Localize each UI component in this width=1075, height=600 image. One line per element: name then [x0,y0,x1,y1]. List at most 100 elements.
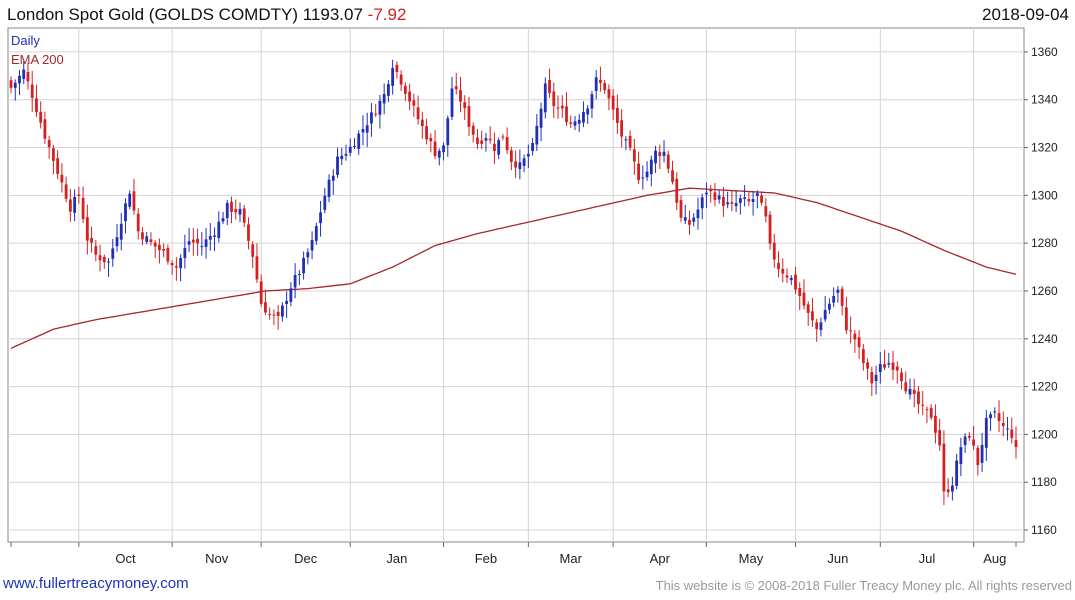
candle-body [840,288,844,306]
candle-body [18,75,21,84]
candle-body [628,135,632,148]
candle-body [442,145,445,153]
candle-body [535,125,539,145]
candle-body [433,141,437,157]
candle-body [620,120,624,137]
candle-body [1001,423,1005,427]
candle-body [9,80,13,88]
candle-body [874,374,878,381]
candle-body [662,151,666,156]
candle-body [174,266,178,268]
candle-body [577,119,581,124]
candle-body [861,349,865,364]
candle-body [934,415,937,433]
x-tick-label: Oct [115,551,136,566]
candle-body [319,212,322,224]
candle-body [476,137,479,144]
candle-body [844,307,848,331]
candle-body [459,90,462,102]
candle-body [611,95,615,110]
candle-body [700,197,704,209]
candle-body [556,107,560,109]
candle-body [43,119,47,139]
candle-body [509,150,513,162]
candle-body [353,145,356,147]
candle-body [582,112,585,123]
candle-body [645,171,649,178]
candle-body [900,372,903,382]
footer-copyright: This website is © 2008-2018 Fuller Treac… [655,578,1072,593]
candle-body [403,85,407,94]
candle-body [726,202,730,205]
candle-body [293,275,297,288]
candle-body [217,221,221,238]
candle-body [772,242,776,260]
candle-body [493,143,496,152]
candle-body [624,139,628,141]
candle-body [259,281,263,304]
x-tick-label: Dec [294,551,318,566]
candle-body [976,447,980,466]
candle-body [692,217,696,222]
candle-body [908,388,912,395]
candle-body [632,149,636,162]
candle-body [857,337,861,348]
y-tick-label: 1240 [1031,332,1058,346]
candle-body [904,382,908,392]
candle-body [853,333,857,340]
candle-body [90,237,93,243]
candle-body [179,258,183,269]
candle-body [221,218,225,222]
candle-body [22,69,26,79]
price-change: -7.92 [367,5,407,24]
candle-body [938,430,942,446]
candle-body [883,364,886,368]
x-tick-label: Jun [827,551,848,566]
candle-body [955,460,959,486]
candle-body [306,252,310,258]
candle-body [671,170,674,182]
candle-body [425,126,428,140]
candle-body [929,407,933,418]
candle-body [39,111,43,123]
legend-daily: Daily [11,33,40,48]
candle-body [764,206,768,217]
candle-body [921,404,925,406]
candle-body [675,178,679,203]
y-tick-label: 1180 [1031,475,1057,489]
candle-body [255,256,259,280]
footer-site-link[interactable]: www.fullertreacymoney.com [3,575,189,592]
candle-body [709,189,713,192]
candle-body [789,277,793,281]
candle-body [242,208,246,223]
candle-body [925,409,929,411]
candle-body [429,137,433,142]
chart-date: 2018-09-04 [982,5,1069,24]
candle-body [751,199,755,202]
x-tick-label: Aug [983,551,1006,566]
candle-body [85,217,89,241]
candle-body [35,98,38,113]
candle-body [832,295,836,303]
x-tick-label: Jul [919,551,936,566]
candle-body [81,197,85,220]
candle-body [569,122,573,124]
candle-body [251,244,255,257]
candle-body [183,247,187,259]
candle-body [480,140,484,144]
ema-layer [10,187,1017,349]
candle-body [497,140,501,155]
candle-body [387,84,390,96]
candle-body [26,71,30,82]
candle-body [420,119,424,127]
x-tick-label: May [739,551,764,566]
y-tick-label: 1200 [1031,427,1058,441]
candle-body [68,199,72,212]
candle-body [484,138,488,141]
candle-body [849,330,853,332]
candle-body [149,239,153,242]
candle-body [522,158,526,166]
candle-body [599,79,602,83]
y-axis: 1160 1180 1200 1220 1240 1260 1280 1300 1320 1340… [1024,45,1058,537]
